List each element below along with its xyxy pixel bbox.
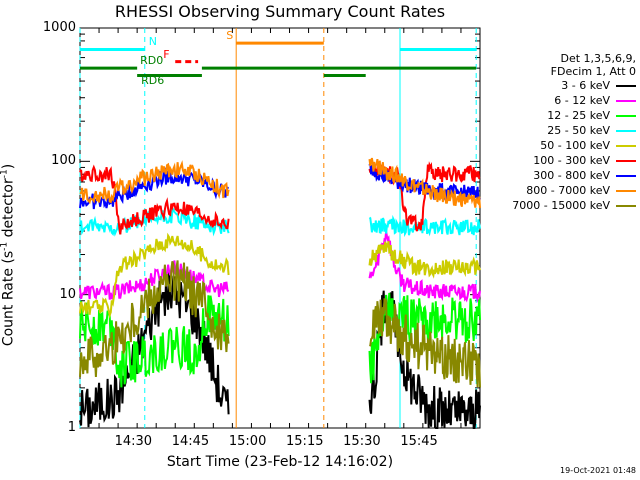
x-tick-label: 15:45 — [400, 434, 438, 449]
legend-swatch — [616, 99, 636, 102]
legend-entry-label: 12 - 25 keV — [547, 109, 610, 122]
segment-label-rd0: RD0 — [140, 54, 164, 68]
series-line-4-post — [368, 241, 481, 279]
legend-entry: 25 - 50 keV — [484, 123, 636, 138]
series-line-3-pre — [79, 207, 230, 237]
series-line-4-pre — [79, 232, 230, 319]
y-tick-label: 10 — [59, 286, 76, 302]
legend-header-line-2: FDecim 1, Att 0 — [550, 65, 636, 78]
legend-entry-label: 300 - 800 keV — [533, 169, 610, 182]
legend-swatch — [616, 84, 636, 87]
series-line-8-pre — [79, 260, 230, 377]
legend-swatch — [616, 189, 636, 192]
legend-entry-label: 25 - 50 keV — [547, 124, 610, 137]
legend: Det 1,3,5,6,9, FDecim 1, Att 0 3 - 6 keV… — [484, 52, 636, 213]
x-tick-label: 15:30 — [343, 434, 381, 449]
segment-label-n: N — [148, 35, 157, 49]
series-line-8-post — [368, 298, 481, 388]
series-line-5-pre — [79, 164, 230, 235]
x-tick-label: 15:00 — [228, 434, 267, 449]
x-tick-label: 15:15 — [286, 434, 324, 449]
legend-swatch — [616, 114, 636, 117]
segment-label-f: F — [163, 47, 170, 61]
legend-entry-label: 7000 - 15000 keV — [512, 199, 610, 212]
legend-entry: 3 - 6 keV — [484, 78, 636, 93]
x-axis-label: Start Time (23-Feb-12 14:16:02) — [166, 454, 394, 470]
series-line-2-post — [368, 292, 481, 384]
legend-entry: 800 - 7000 keV — [484, 183, 636, 198]
legend-entry-label: 50 - 100 keV — [540, 139, 610, 152]
legend-swatch — [616, 144, 636, 147]
y-tick-label: 1 — [67, 420, 76, 435]
legend-entry: 100 - 300 keV — [484, 153, 636, 168]
legend-entry: 50 - 100 keV — [484, 138, 636, 153]
segment-label-s: S — [226, 29, 234, 43]
series-line-7-post — [368, 157, 481, 209]
series-line-3-post — [368, 214, 481, 238]
legend-entry: 12 - 25 keV — [484, 108, 636, 123]
y-tick-label: 100 — [51, 153, 76, 169]
legend-swatch — [616, 159, 636, 162]
legend-entry-label: 3 - 6 keV — [561, 79, 610, 92]
footer-date: 19-Oct-2021 01:48 — [560, 466, 636, 475]
legend-swatch — [616, 204, 636, 207]
legend-entry: 7000 - 15000 keV — [484, 198, 636, 213]
series-line-1-post — [368, 231, 481, 304]
x-tick-label: 14:45 — [171, 434, 210, 449]
legend-swatch — [616, 129, 636, 132]
legend-entry: 6 - 12 keV — [484, 93, 636, 108]
legend-entry-label: 100 - 300 keV — [533, 154, 610, 167]
series-line-2-pre — [79, 295, 230, 388]
legend-header-line-1: Det 1,3,5,6,9, — [560, 52, 636, 65]
segment-label-rd6: RD6 — [141, 73, 165, 87]
y-tick-label: 1000 — [42, 20, 76, 35]
series-line-7-pre — [79, 160, 230, 205]
legend-entry-label: 6 - 12 keV — [554, 94, 610, 107]
chart-title: RHESSI Observing Summary Count Rates — [114, 2, 446, 21]
legend-entry-label: 800 - 7000 keV — [526, 184, 610, 197]
legend-entry: 300 - 800 keV — [484, 168, 636, 183]
legend-swatch — [616, 174, 636, 177]
x-tick-label: 14:30 — [114, 434, 153, 449]
